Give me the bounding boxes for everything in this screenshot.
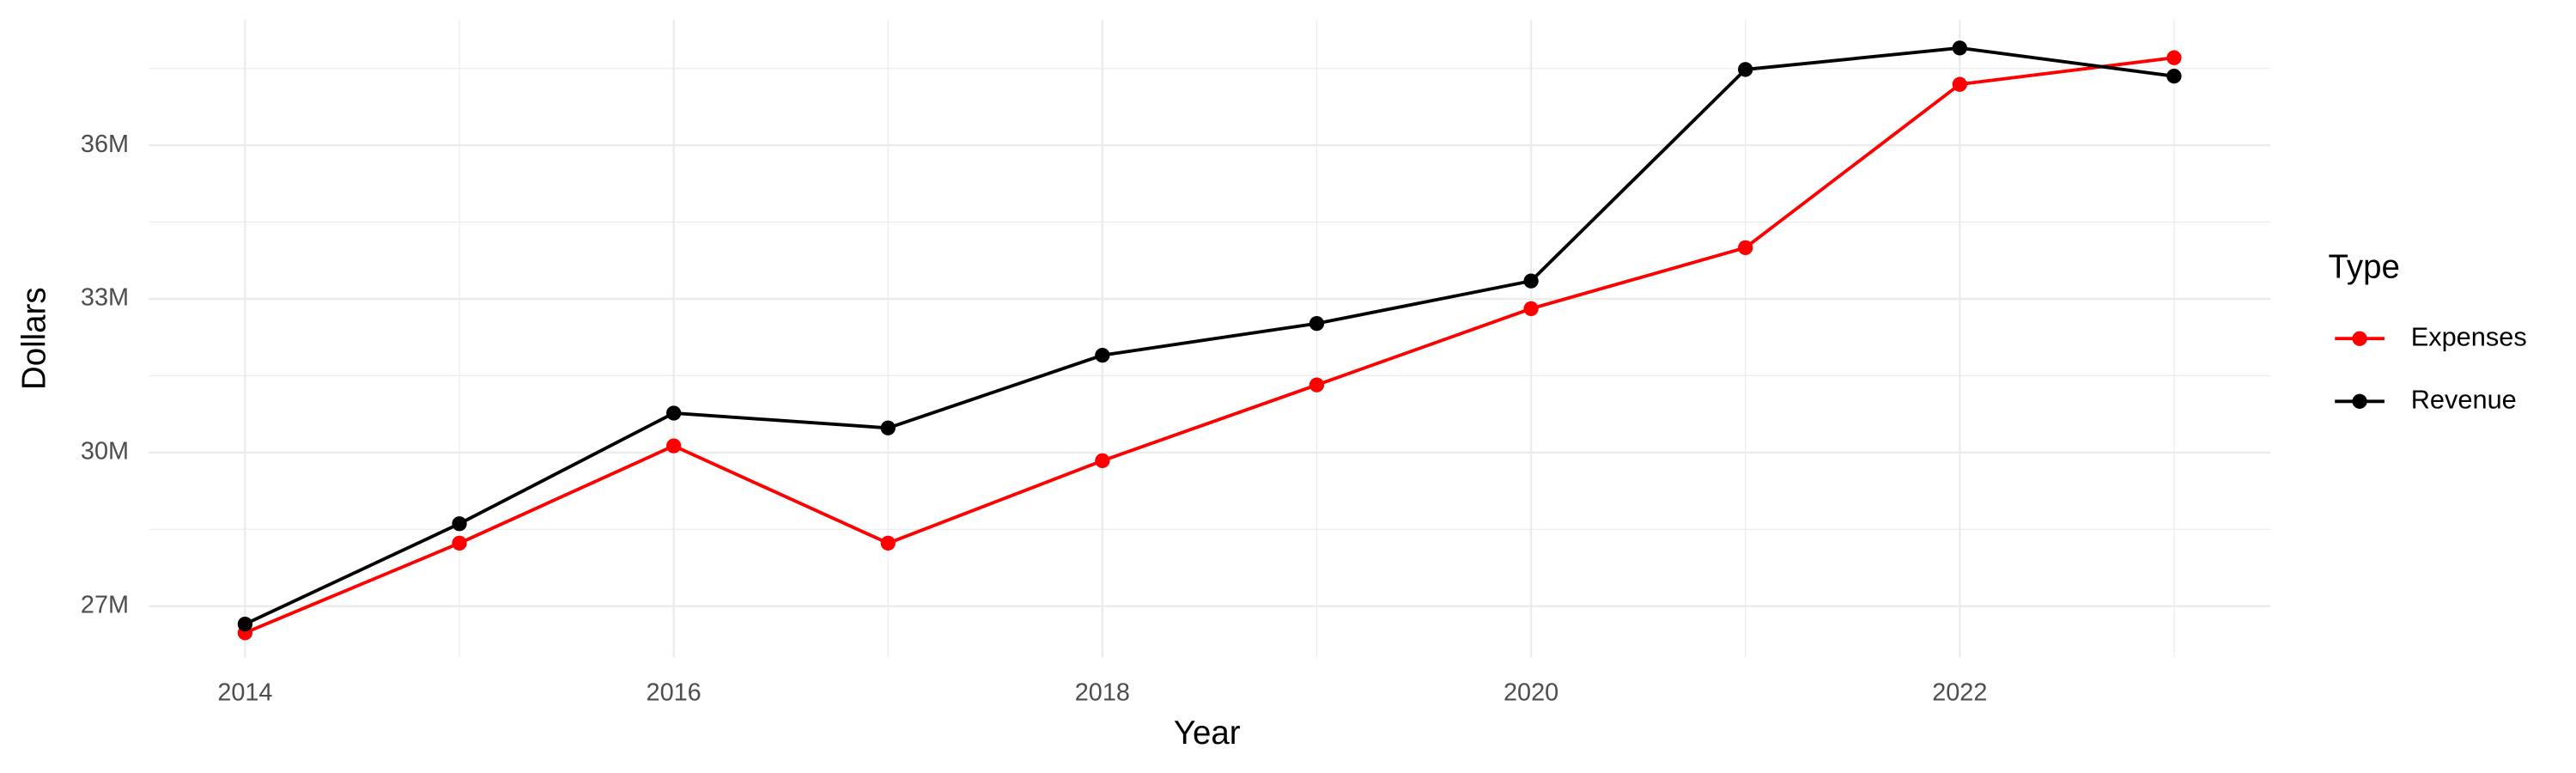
series-line (244, 46, 2175, 626)
data-point (880, 535, 896, 551)
data-point (1095, 347, 1110, 363)
y-axis-title: Dollars (15, 287, 52, 390)
x-tick-label: 2018 (1075, 679, 1130, 706)
data-point (1309, 377, 1325, 393)
data-point (1523, 273, 1539, 289)
data-point (665, 405, 682, 421)
data-point (1952, 40, 1967, 56)
y-tick-label: 36M (81, 131, 129, 158)
data-point (1095, 453, 1110, 469)
data-point (1523, 301, 1539, 317)
data-point (1738, 62, 1753, 77)
legend-label: Expenses (2411, 321, 2527, 351)
data-point (1738, 240, 1753, 256)
y-tick-label: 30M (81, 438, 129, 466)
data-point (1309, 315, 1325, 332)
legend-marker (2352, 393, 2367, 409)
data-point (452, 535, 467, 551)
legend-label: Revenue (2411, 384, 2517, 414)
x-tick-label: 2016 (647, 679, 702, 706)
data-point (1952, 76, 1967, 92)
x-tick-label: 2020 (1504, 679, 1558, 706)
y-tick-label: 27M (81, 591, 129, 618)
x-tick-label: 2022 (1932, 679, 1987, 706)
legend-title: Type (2329, 249, 2400, 286)
legend-marker (2352, 331, 2367, 346)
data-point (665, 438, 682, 453)
y-tick-label: 33M (81, 284, 129, 312)
series-line (244, 56, 2175, 635)
x-tick-label: 2014 (217, 679, 272, 706)
data-point (237, 616, 253, 632)
data-point (2166, 50, 2182, 65)
data-point (880, 420, 896, 435)
x-axis-title: Year (1174, 715, 1241, 752)
data-point (2166, 69, 2182, 84)
data-point (452, 516, 467, 532)
